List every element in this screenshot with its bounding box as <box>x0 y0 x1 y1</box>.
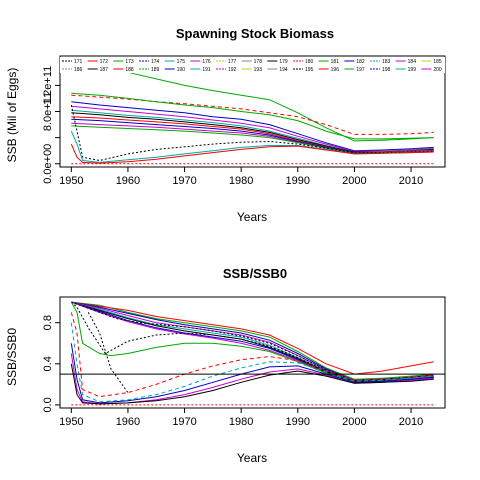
x-tick-label: 1990 <box>286 175 310 187</box>
legend-label: 173 <box>125 59 134 65</box>
legend-label: 177 <box>228 59 237 65</box>
series-line <box>71 105 434 152</box>
x-tick-label: 1960 <box>116 416 140 428</box>
series-line <box>71 101 434 152</box>
x-axis-label: Years <box>237 451 267 465</box>
legend-label: 182 <box>356 59 365 65</box>
series-line <box>70 343 434 404</box>
legend-label: 179 <box>279 59 288 65</box>
legend-label: 197 <box>356 67 365 73</box>
x-tick-label: 2000 <box>342 175 366 187</box>
series-line <box>71 109 434 153</box>
y-tick-label: 0.0e+00 <box>42 144 54 184</box>
chart-title: SSB/SSB0 <box>223 266 287 281</box>
y-tick-label: 0.8 <box>42 315 54 330</box>
series-line <box>70 312 434 398</box>
legend-label: 178 <box>254 59 263 65</box>
legend-label: 190 <box>177 67 186 73</box>
series-line <box>71 94 434 135</box>
legend-label: 184 <box>408 59 417 65</box>
legend-label: 193 <box>254 67 263 73</box>
legend-label: 187 <box>100 67 109 73</box>
legend-label: 186 <box>74 67 83 73</box>
legend-label: 196 <box>331 67 340 73</box>
series-line <box>71 301 434 375</box>
legend-label: 183 <box>382 59 391 65</box>
series-line <box>70 301 434 382</box>
x-tick-label: 1950 <box>59 416 83 428</box>
legend-label: 188 <box>125 67 134 73</box>
series-line <box>71 301 434 381</box>
x-axis-label: Years <box>237 210 267 224</box>
series-line <box>70 143 434 164</box>
x-tick-label: 1960 <box>116 175 140 187</box>
x-tick-label: 2010 <box>399 175 423 187</box>
x-tick-label: 1970 <box>172 175 196 187</box>
series-group <box>70 301 434 406</box>
y-axis-label: SSB/SSB0 <box>5 328 19 386</box>
legend-label: 198 <box>382 67 391 73</box>
series-line <box>70 322 434 403</box>
series-group <box>70 62 434 165</box>
ssb-plot: 1950 1960 1970 1980 1990 2000 2010 0.0e+00 8.0e+… <box>42 55 446 187</box>
series-line <box>70 104 434 162</box>
legend-label: 191 <box>202 67 211 73</box>
legend-label: 192 <box>228 67 237 73</box>
legend-label: 181 <box>331 59 340 65</box>
legend-label: 180 <box>305 59 314 65</box>
series-line <box>71 125 434 154</box>
x-tick-label: 1980 <box>229 416 253 428</box>
y-tick-label: 1.2e+11 <box>42 66 54 105</box>
x-tick-label: 1980 <box>229 175 253 187</box>
series-line <box>71 62 434 142</box>
legend-label: 171 <box>74 59 83 65</box>
series-line <box>71 301 434 381</box>
legend-label: 199 <box>408 67 417 73</box>
legend-label: 174 <box>151 59 160 65</box>
y-tick-label: 0.0 <box>42 397 54 412</box>
chart-title: Spawning Stock Biomass <box>176 26 334 41</box>
x-tick-label: 2000 <box>342 416 366 428</box>
legend-label: 195 <box>305 67 314 73</box>
x-tick-label: 1970 <box>172 416 196 428</box>
legend-label: 172 <box>100 59 109 65</box>
series-line <box>71 301 434 380</box>
legend-label: 200 <box>433 67 442 73</box>
legend-label: 185 <box>433 59 442 65</box>
legend-label: 194 <box>279 67 288 73</box>
legend: 171 172 173 174 175 176 177 178 179 180 181 182 183 1… <box>60 57 445 73</box>
legend-label: 175 <box>177 59 186 65</box>
legend-label: 189 <box>151 67 160 73</box>
legend-label: 176 <box>202 59 211 65</box>
series-line <box>71 92 434 140</box>
y-axis-label: SSB (Mil of Eggs) <box>5 68 19 163</box>
y-tick-label: 0.4 <box>42 356 54 371</box>
plot-frame <box>59 296 446 409</box>
series-line <box>70 363 434 405</box>
series-line <box>71 301 434 382</box>
x-tick-label: 1950 <box>59 175 83 187</box>
x-tick-label: 1990 <box>286 416 310 428</box>
series-line <box>71 301 434 381</box>
ssb-ratio-plot: 1950 1960 1970 1980 1990 2000 2010 0.0 0.4 0.8 <box>42 296 446 428</box>
y-tick-label: 8.0e+11 <box>42 92 54 131</box>
x-tick-label: 2010 <box>399 416 423 428</box>
